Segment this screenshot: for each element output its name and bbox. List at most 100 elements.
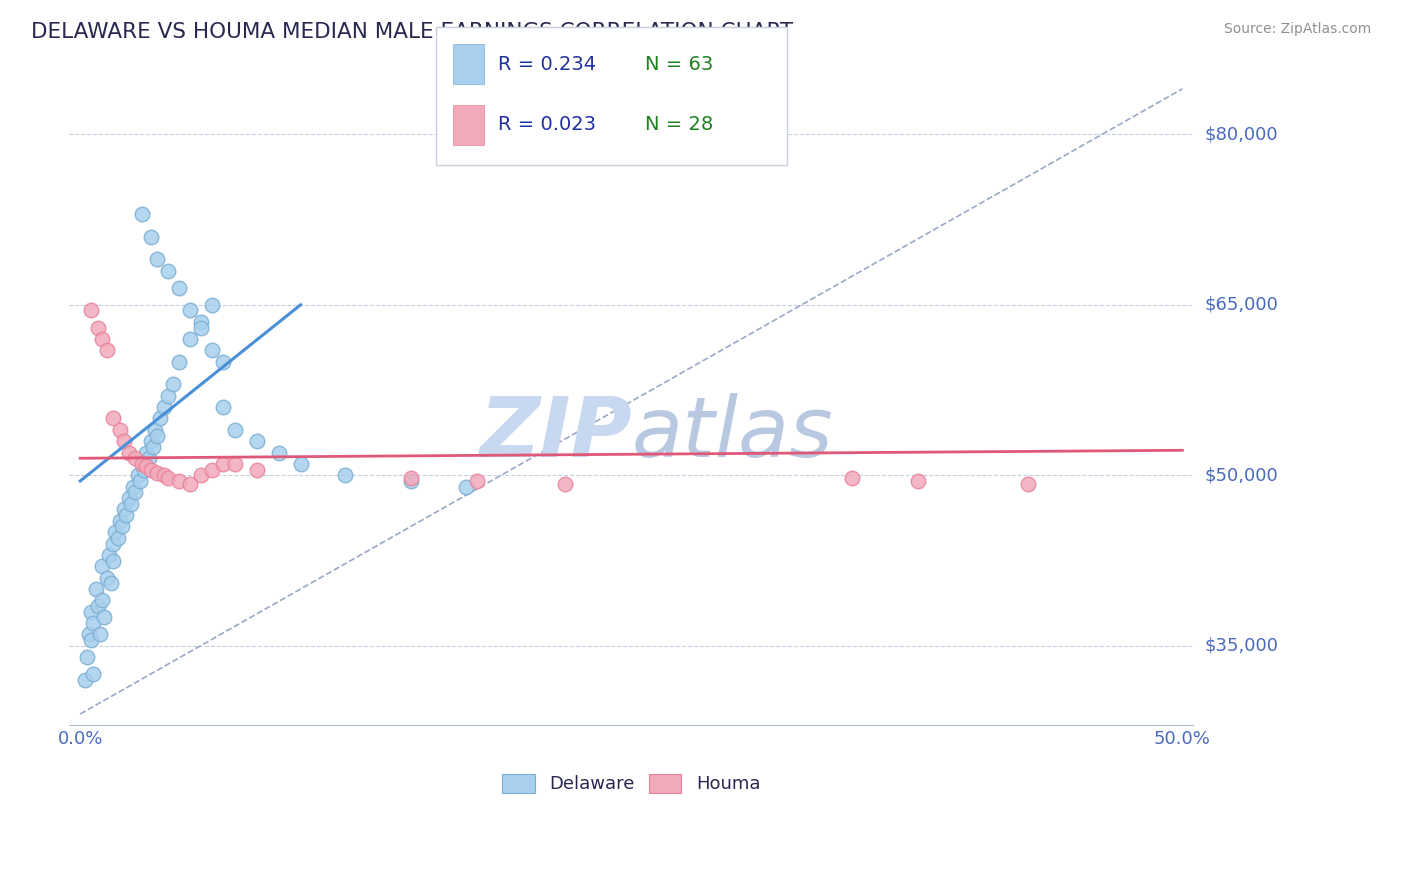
Point — [841, 470, 863, 484]
Point — [146, 252, 169, 267]
Point — [103, 536, 125, 550]
Point — [169, 354, 191, 368]
Text: $80,000: $80,000 — [1205, 125, 1278, 144]
Point — [224, 457, 246, 471]
Text: R = 0.234: R = 0.234 — [498, 54, 596, 74]
Point — [80, 303, 103, 318]
Point — [201, 343, 224, 358]
Point — [91, 559, 114, 574]
Point — [153, 400, 176, 414]
Point — [73, 673, 96, 687]
Point — [96, 571, 118, 585]
Point — [138, 451, 160, 466]
Text: DELAWARE VS HOUMA MEDIAN MALE EARNINGS CORRELATION CHART: DELAWARE VS HOUMA MEDIAN MALE EARNINGS C… — [31, 22, 793, 42]
Point — [190, 315, 212, 329]
Point — [465, 474, 488, 488]
Text: atlas: atlas — [631, 393, 832, 475]
Point — [169, 281, 191, 295]
Point — [100, 576, 122, 591]
Point — [245, 462, 267, 476]
Point — [224, 423, 246, 437]
Point — [111, 519, 134, 533]
Point — [80, 605, 103, 619]
Point — [77, 627, 100, 641]
Point — [554, 477, 576, 491]
Point — [124, 451, 146, 466]
Point — [91, 593, 114, 607]
Point — [153, 468, 176, 483]
Point — [127, 468, 149, 483]
Text: $50,000: $50,000 — [1205, 467, 1278, 484]
Point — [1017, 477, 1039, 491]
Point — [97, 548, 120, 562]
Point — [93, 610, 115, 624]
Point — [146, 466, 169, 480]
Text: N = 28: N = 28 — [645, 115, 714, 135]
Point — [212, 354, 235, 368]
Point — [135, 459, 157, 474]
Point — [112, 502, 135, 516]
Point — [80, 633, 103, 648]
Text: $65,000: $65,000 — [1205, 296, 1278, 314]
Point — [107, 531, 129, 545]
Point — [333, 468, 356, 483]
Text: N = 63: N = 63 — [645, 54, 714, 74]
Point — [142, 440, 165, 454]
Point — [190, 320, 212, 334]
Point — [131, 207, 153, 221]
Point — [157, 470, 180, 484]
Point — [118, 491, 141, 505]
Point — [212, 400, 235, 414]
Point — [118, 445, 141, 459]
Point — [82, 667, 104, 681]
Point — [454, 480, 477, 494]
Point — [399, 474, 422, 488]
Point — [108, 514, 131, 528]
Legend: Delaware, Houma: Delaware, Houma — [495, 767, 768, 801]
Point — [134, 462, 156, 476]
Point — [131, 457, 153, 471]
Point — [148, 411, 170, 425]
Point — [169, 474, 191, 488]
Point — [87, 320, 110, 334]
Point — [103, 553, 125, 567]
Point — [399, 470, 422, 484]
Point — [201, 298, 224, 312]
Point — [267, 445, 290, 459]
Point — [131, 457, 153, 471]
Point — [120, 497, 142, 511]
Point — [179, 332, 201, 346]
Text: $35,000: $35,000 — [1205, 637, 1278, 655]
Point — [139, 229, 162, 244]
Point — [108, 423, 131, 437]
Point — [84, 582, 107, 596]
Point — [179, 303, 201, 318]
Point — [201, 462, 224, 476]
Point — [190, 468, 212, 483]
Point — [179, 477, 201, 491]
Point — [76, 650, 98, 665]
Point — [112, 434, 135, 449]
Point — [104, 525, 127, 540]
Point — [157, 389, 180, 403]
Point — [212, 457, 235, 471]
Point — [89, 627, 111, 641]
Point — [91, 332, 114, 346]
Point — [245, 434, 267, 449]
Point — [82, 616, 104, 631]
Point — [139, 462, 162, 476]
Point — [162, 377, 184, 392]
Text: R = 0.023: R = 0.023 — [498, 115, 596, 135]
Point — [907, 474, 929, 488]
Point — [146, 428, 169, 442]
Point — [103, 411, 125, 425]
Point — [290, 457, 312, 471]
Point — [135, 445, 157, 459]
Text: Source: ZipAtlas.com: Source: ZipAtlas.com — [1223, 22, 1371, 37]
Point — [143, 423, 166, 437]
Point — [128, 474, 150, 488]
Point — [122, 480, 145, 494]
Point — [139, 434, 162, 449]
Point — [124, 485, 146, 500]
Point — [115, 508, 138, 522]
